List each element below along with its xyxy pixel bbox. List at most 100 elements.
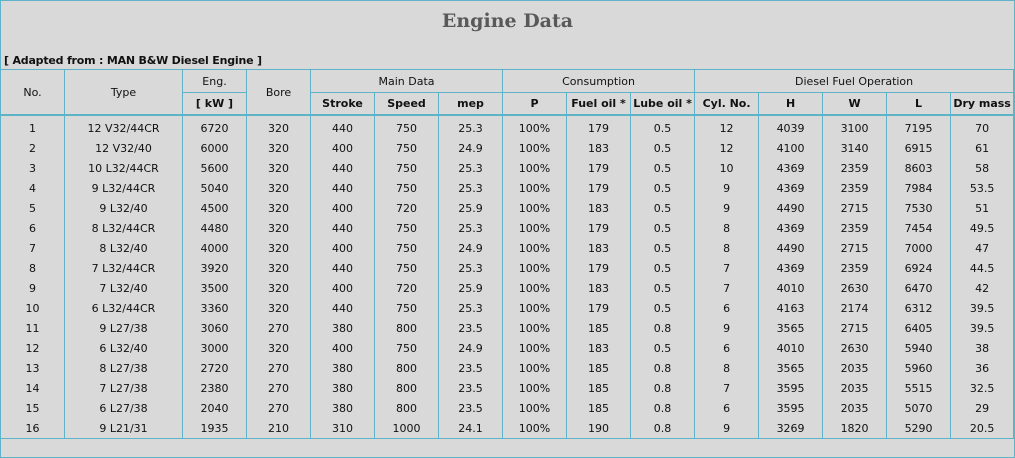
cell-type: 10 L32/44CR <box>64 158 183 178</box>
cell-bore: 320 <box>246 178 311 198</box>
cell-l: 7530 <box>886 198 952 218</box>
col-header-l: L <box>886 92 952 116</box>
cell-dry-mass: 53.5 <box>950 178 1015 198</box>
group-header-consumption: Consumption <box>502 69 696 93</box>
cell-l: 7195 <box>886 118 952 138</box>
cell-l: 6405 <box>886 318 952 338</box>
cell-fuel-oil: 179 <box>566 158 632 178</box>
cell-fuel-oil: 185 <box>566 378 632 398</box>
cell-cyl-no: 7 <box>694 278 760 298</box>
cell-dry-mass: 51 <box>950 198 1015 218</box>
cell-l: 5940 <box>886 338 952 358</box>
cell-stroke: 400 <box>310 338 375 358</box>
cell-eng-kw: 4480 <box>182 218 247 238</box>
cell-stroke: 380 <box>310 358 375 378</box>
cell-dry-mass: 44.5 <box>950 258 1015 278</box>
cell-bore: 320 <box>246 238 311 258</box>
cell-no: 12 <box>0 338 65 358</box>
cell-eng-kw: 3060 <box>182 318 247 338</box>
cell-fuel-oil: 185 <box>566 358 632 378</box>
cell-h: 3565 <box>758 318 824 338</box>
cell-fuel-oil: 183 <box>566 238 632 258</box>
cell-dry-mass: 32.5 <box>950 378 1015 398</box>
cell-cyl-no: 6 <box>694 298 760 318</box>
cell-no: 3 <box>0 158 65 178</box>
cell-stroke: 310 <box>310 418 375 439</box>
cell-bore: 320 <box>246 218 311 238</box>
cell-h: 4490 <box>758 198 824 218</box>
cell-mep: 25.9 <box>437 278 504 298</box>
group-header-diesel-fuel: Diesel Fuel Operation <box>694 69 1015 93</box>
cell-speed: 750 <box>374 158 439 178</box>
cell-eng-kw: 6000 <box>182 138 247 158</box>
cell-cyl-no: 9 <box>694 178 760 198</box>
col-header-no: No. <box>0 69 65 116</box>
col-header-stroke: Stroke <box>310 92 375 116</box>
cell-w: 2359 <box>822 178 888 198</box>
cell-stroke: 440 <box>310 158 375 178</box>
cell-type: 9 L21/31 <box>64 418 183 439</box>
cell-mep: 24.9 <box>437 338 504 358</box>
cell-bore: 320 <box>246 338 311 358</box>
cell-bore: 320 <box>246 298 311 318</box>
cell-fuel-oil: 179 <box>566 178 632 198</box>
col-header-w: W <box>822 92 888 116</box>
cell-dry-mass: 20.5 <box>950 418 1015 439</box>
col-header-p: P <box>502 92 568 116</box>
cell-mep: 25.3 <box>437 218 504 238</box>
cell-w: 2715 <box>822 198 888 218</box>
cell-dry-mass: 39.5 <box>950 298 1015 318</box>
cell-bore: 270 <box>246 378 311 398</box>
cell-mep: 23.5 <box>437 398 504 418</box>
cell-lube-oil: 0.5 <box>630 238 696 258</box>
cell-eng-kw: 3360 <box>182 298 247 318</box>
page-title: Engine Data <box>441 10 574 32</box>
cell-l: 5070 <box>886 398 952 418</box>
cell-dry-mass: 29 <box>950 398 1015 418</box>
cell-w: 2035 <box>822 378 888 398</box>
cell-fuel-oil: 183 <box>566 338 632 358</box>
cell-stroke: 400 <box>310 198 375 218</box>
col-header-bore: Bore <box>246 69 311 116</box>
cell-l: 6470 <box>886 278 952 298</box>
cell-h: 4369 <box>758 158 824 178</box>
cell-mep: 23.5 <box>437 318 504 338</box>
cell-fuel-oil: 183 <box>566 278 632 298</box>
cell-lube-oil: 0.5 <box>630 178 696 198</box>
cell-type: 8 L27/38 <box>64 358 183 378</box>
cell-lube-oil: 0.5 <box>630 298 696 318</box>
cell-fuel-oil: 183 <box>566 198 632 218</box>
cell-fuel-oil: 190 <box>566 418 632 439</box>
cell-w: 3140 <box>822 138 888 158</box>
cell-speed: 720 <box>374 278 439 298</box>
cell-bore: 270 <box>246 358 311 378</box>
cell-mep: 25.3 <box>437 258 504 278</box>
cell-w: 2174 <box>822 298 888 318</box>
cell-no: 4 <box>0 178 65 198</box>
cell-stroke: 440 <box>310 178 375 198</box>
cell-type: 9 L32/44CR <box>64 178 183 198</box>
cell-no: 9 <box>0 278 65 298</box>
cell-speed: 750 <box>374 338 439 358</box>
cell-cyl-no: 6 <box>694 398 760 418</box>
col-header-cyl-no: Cyl. No. <box>694 92 760 116</box>
cell-cyl-no: 12 <box>694 118 760 138</box>
cell-lube-oil: 0.5 <box>630 338 696 358</box>
cell-cyl-no: 8 <box>694 358 760 378</box>
cell-type: 6 L32/40 <box>64 338 183 358</box>
cell-no: 13 <box>0 358 65 378</box>
cell-bore: 210 <box>246 418 311 439</box>
cell-cyl-no: 8 <box>694 218 760 238</box>
cell-w: 2630 <box>822 278 888 298</box>
cell-fuel-oil: 185 <box>566 398 632 418</box>
col-header-eng-unit: [ kW ] <box>182 92 247 116</box>
col-header-mep: mep <box>437 92 504 116</box>
cell-stroke: 440 <box>310 258 375 278</box>
cell-mep: 24.9 <box>437 138 504 158</box>
cell-type: 8 L32/40 <box>64 238 183 258</box>
group-header-main-data: Main Data <box>309 69 504 93</box>
cell-lube-oil: 0.5 <box>630 158 696 178</box>
cell-w: 1820 <box>822 418 888 439</box>
